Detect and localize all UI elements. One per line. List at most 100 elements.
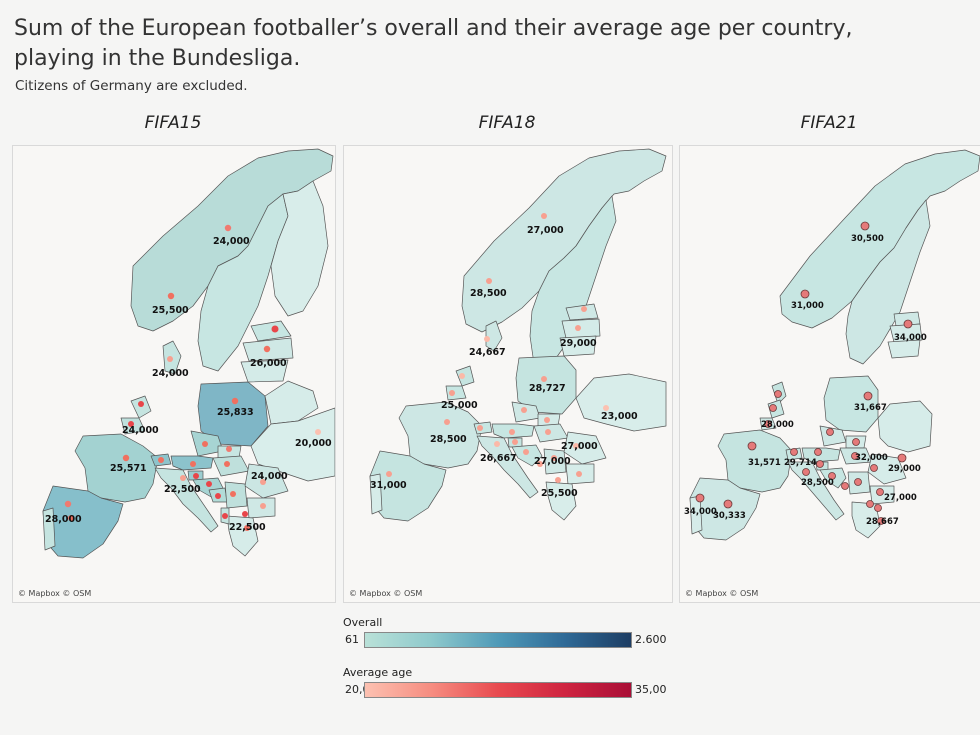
map-fifa18[interactable]: 27,000 28,500 29,000 24,667 28,727 25,00… — [344, 146, 672, 602]
point-norway — [167, 292, 175, 300]
point-latvia — [575, 325, 581, 331]
point-sweden — [541, 213, 547, 219]
point-norway — [486, 278, 492, 284]
point-bosnia — [841, 482, 849, 490]
map-fifa15[interactable]: 24,000 25,500 26,000 24,000 25,833 24,00… — [13, 146, 335, 602]
label-fifa18-10: 27,000 — [534, 456, 571, 467]
country-greece — [545, 481, 577, 521]
map-panel-fifa15[interactable]: 24,000 25,500 26,000 24,000 25,833 24,00… — [12, 145, 336, 603]
label-fifa21-2: 34,000 — [894, 333, 927, 343]
label-fifa15-2: 26,000 — [250, 358, 287, 369]
map-title-fifa21: FIFA21 — [800, 113, 858, 133]
country-france — [398, 401, 483, 469]
point-ukraine — [897, 453, 907, 463]
country-greece — [851, 501, 881, 539]
point-italy — [802, 468, 810, 476]
map-attribution: © Mapbox © OSM — [349, 589, 423, 598]
country-lithuania — [559, 335, 597, 357]
map-panel-fifa18[interactable]: 27,000 28,500 29,000 24,667 28,727 25,00… — [343, 145, 673, 603]
label-fifa15-1: 25,500 — [152, 305, 189, 316]
map-panel-fifa21[interactable]: 30,500 31,000 34,000 31,667 28,000 31,57… — [679, 145, 980, 603]
country-belgium — [445, 385, 467, 401]
country-estonia — [565, 303, 599, 321]
label-fifa21-5: 31,571 — [748, 458, 781, 468]
label-fifa15-4: 25,833 — [217, 407, 254, 418]
label-fifa21-12: 30,333 — [713, 511, 746, 521]
point-netherlands — [459, 373, 465, 379]
point-hungary — [545, 429, 551, 435]
country-hungary — [533, 423, 569, 443]
label-fifa15-9: 22,500 — [164, 484, 201, 495]
country-estonia — [250, 320, 292, 342]
point-bulgaria — [876, 488, 884, 496]
point-spain — [64, 500, 72, 508]
country-sweden — [845, 199, 931, 365]
point-netherlands — [769, 404, 777, 412]
country-portugal — [369, 473, 383, 515]
point-latvia — [263, 345, 271, 353]
country-lithuania — [887, 339, 921, 359]
legend-age-title: Average age — [343, 666, 413, 679]
point-macedonia — [877, 517, 885, 525]
label-fifa18-9: 27,000 — [561, 441, 598, 452]
point-france — [122, 454, 130, 462]
legend-age-gradient — [364, 682, 632, 698]
label-fifa18-5: 25,000 — [441, 400, 478, 411]
point-greece — [866, 500, 874, 508]
point-portugal — [723, 499, 733, 509]
label-fifa21-4: 28,000 — [761, 420, 794, 430]
point-czechia — [202, 441, 208, 447]
label-fifa18-3: 24,667 — [469, 347, 506, 358]
map-attribution: © Mapbox © OSM — [18, 589, 92, 598]
country-serbia — [224, 481, 248, 509]
label-fifa15-11: 22,500 — [229, 522, 266, 533]
country-lithuania — [240, 359, 289, 383]
country-italy — [787, 461, 845, 521]
country-france — [717, 429, 793, 493]
label-fifa18-8: 26,667 — [480, 453, 517, 464]
country-ukraine — [575, 373, 667, 432]
label-fifa15-5: 24,000 — [122, 425, 159, 436]
country-romania — [563, 431, 607, 465]
point-hungary — [851, 452, 859, 460]
point-sweden — [224, 224, 232, 232]
point-poland — [231, 397, 239, 405]
point-estonia — [581, 306, 587, 312]
chart-subtitle: Citizens of Germany are excluded. — [15, 78, 248, 94]
country-ukraine — [877, 400, 933, 453]
country-portugal — [42, 507, 56, 551]
point-sweden — [860, 221, 870, 231]
label-fifa21-10: 27,000 — [884, 493, 917, 503]
label-fifa21-8: 29,000 — [888, 464, 921, 474]
country-poland — [515, 355, 577, 415]
label-fifa18-0: 27,000 — [527, 225, 564, 236]
point-romania — [870, 464, 878, 472]
point-czechia — [826, 428, 834, 436]
point-slovakia — [226, 446, 232, 452]
label-fifa15-6: 20,000 — [295, 438, 332, 449]
point-belgium — [128, 421, 134, 427]
point-croatia — [828, 472, 836, 480]
country-austria — [801, 447, 841, 463]
point-serbia — [854, 478, 862, 486]
point-slovakia — [852, 438, 860, 446]
point-slovenia — [816, 460, 824, 468]
label-fifa18-4: 28,727 — [529, 383, 566, 394]
map-title-fifa15: FIFA15 — [144, 113, 202, 133]
label-fifa18-12: 25,500 — [541, 488, 578, 499]
map-fifa21[interactable]: 30,500 31,000 34,000 31,667 28,000 31,57… — [680, 146, 980, 602]
label-fifa18-6: 23,000 — [601, 411, 638, 422]
country-norway — [779, 149, 980, 329]
country-sweden — [529, 195, 617, 369]
legend-overall-gradient — [364, 632, 632, 648]
legend-overall-title: Overall — [343, 616, 383, 629]
point-greece-2 — [244, 525, 250, 531]
point-austria — [509, 429, 515, 435]
label-fifa18-2: 29,000 — [560, 338, 597, 349]
country-poland — [823, 375, 879, 433]
map-title-fifa18: FIFA18 — [478, 113, 536, 133]
point-poland — [863, 391, 873, 401]
label-fifa21-7: 32,000 — [855, 453, 888, 463]
point-belgium — [449, 390, 455, 396]
label-fifa18-11: 31,000 — [370, 480, 407, 491]
